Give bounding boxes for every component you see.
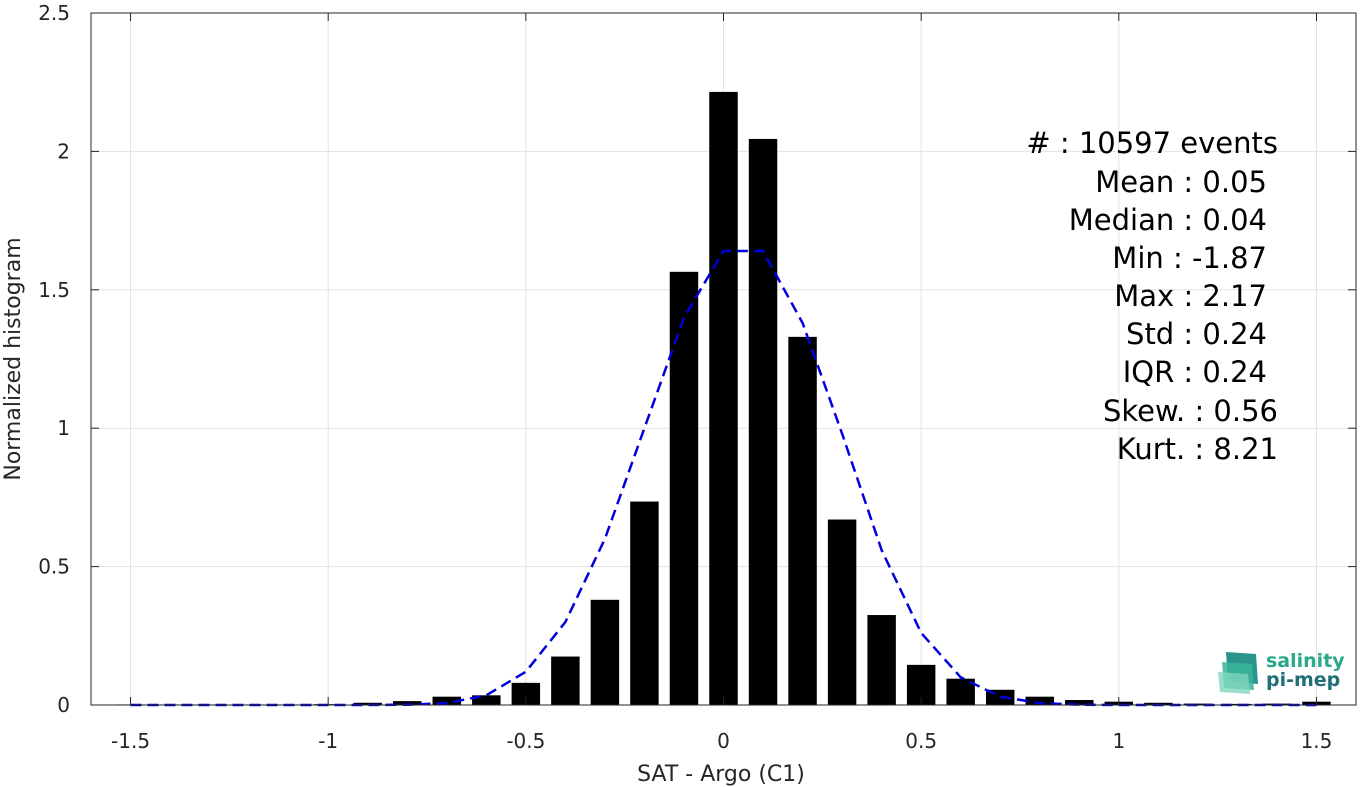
y-tick-label: 1 bbox=[57, 416, 70, 440]
histogram-bar bbox=[511, 682, 541, 705]
x-tick-label: 1 bbox=[1112, 729, 1125, 753]
histogram-bar bbox=[630, 501, 659, 705]
wave-icon bbox=[1218, 652, 1258, 694]
stat-std: Std : 0.24 bbox=[1126, 317, 1267, 351]
histogram-bar bbox=[432, 696, 462, 705]
y-tick-label: 0.5 bbox=[38, 555, 70, 579]
histogram-bar bbox=[393, 701, 422, 705]
histogram-bar bbox=[353, 702, 382, 705]
histogram-bar bbox=[709, 91, 738, 705]
logo-line1: salinity bbox=[1266, 650, 1345, 672]
y-tick-label: 2.5 bbox=[38, 1, 70, 25]
x-tick-label: -0.5 bbox=[506, 729, 545, 753]
stat-mean: Mean : 0.05 bbox=[1095, 165, 1267, 199]
histogram-bar bbox=[1025, 696, 1054, 705]
histogram-bar bbox=[551, 656, 580, 705]
x-tick-label: 0.5 bbox=[905, 729, 937, 753]
histogram-bar bbox=[827, 519, 857, 705]
stat-kurt: Kurt. : 8.21 bbox=[1117, 432, 1278, 466]
histogram-bar bbox=[590, 599, 620, 705]
x-tick-label: 1.5 bbox=[1301, 729, 1333, 753]
salinity-pi-mep-logo: salinity pi-mep bbox=[1218, 650, 1345, 694]
statistics-box: # : 10597 events Mean : 0.05 Median : 0.… bbox=[1026, 126, 1278, 466]
histogram-bar bbox=[1183, 703, 1213, 705]
y-tick-label: 2 bbox=[57, 139, 70, 163]
stat-skew: Skew. : 0.56 bbox=[1103, 394, 1278, 428]
axes-box bbox=[90, 12, 1357, 706]
axes bbox=[90, 12, 1357, 706]
logo-line2: pi-mep bbox=[1266, 669, 1340, 691]
stat-count: # : 10597 events bbox=[1026, 126, 1278, 160]
stat-min: Min : -1.87 bbox=[1112, 241, 1267, 275]
stat-iqr: IQR : 0.24 bbox=[1123, 355, 1267, 389]
y-axis-label: Normalized histogram bbox=[1, 237, 26, 480]
x-tick-label: -1 bbox=[318, 729, 338, 753]
histogram-bar bbox=[867, 615, 896, 705]
histogram-bar bbox=[748, 138, 778, 706]
histogram-bar bbox=[788, 336, 817, 705]
x-axis-label: SAT - Argo (C1) bbox=[637, 762, 805, 787]
y-tick-label: 0 bbox=[57, 693, 70, 717]
x-tick-label: 0 bbox=[717, 729, 730, 753]
x-tick-label: -1.5 bbox=[111, 729, 150, 753]
histogram-bar bbox=[1065, 700, 1094, 705]
stat-max: Max : 2.17 bbox=[1114, 279, 1267, 313]
stat-median: Median : 0.04 bbox=[1069, 203, 1267, 237]
y-tick-label: 1.5 bbox=[38, 278, 70, 302]
histogram-bar bbox=[472, 695, 501, 705]
tick-labels: -1.5 -1 -0.5 0 0.5 1 1.5 0 0.5 1 1.5 2 2.5 bbox=[38, 1, 1332, 753]
histogram-bar bbox=[1223, 703, 1252, 705]
histogram-bar bbox=[669, 271, 699, 705]
